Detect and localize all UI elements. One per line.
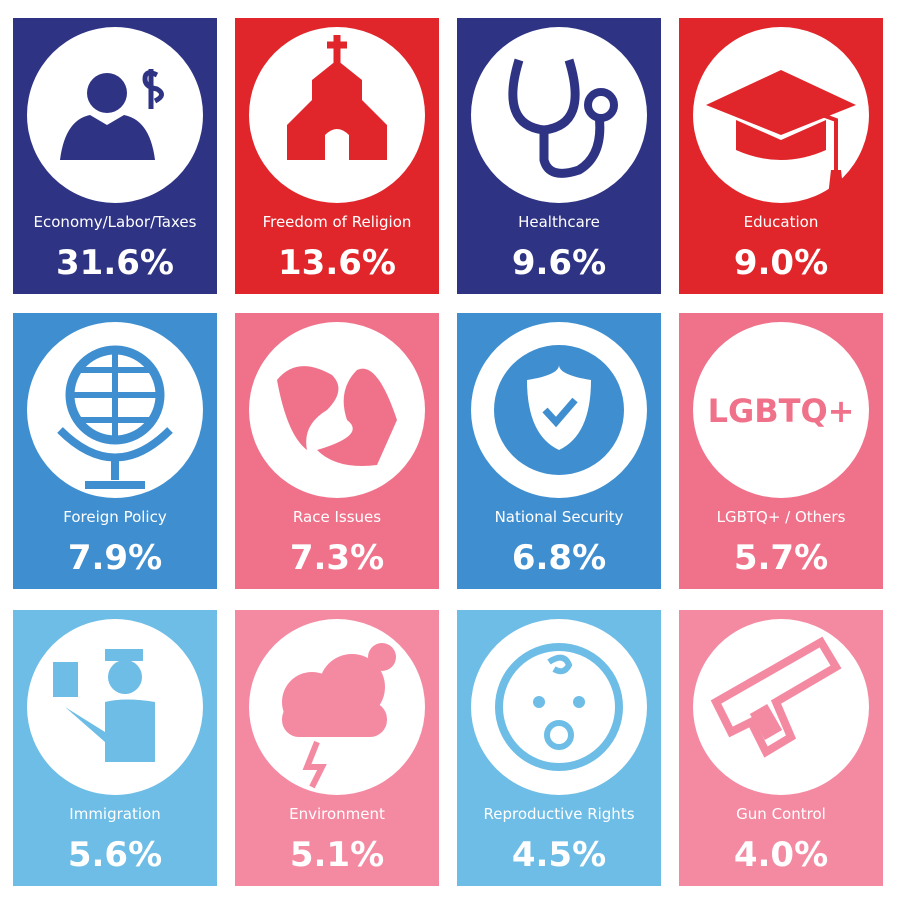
tile-value: 5.1% [290,835,384,875]
tile-label: LGBTQ+ / Others [717,508,846,526]
tile-value: 13.6% [278,243,396,283]
icon-shape [749,704,783,740]
icon-shape [544,720,574,750]
icon-circle [249,322,425,498]
icon-shape [368,643,396,671]
icon-shape [542,397,578,428]
icon-shape [736,120,826,160]
icon [57,345,173,489]
icon-shape [706,70,856,135]
icon-shape [105,649,143,661]
tile-value: 9.6% [512,243,606,283]
tile-label: National Security [495,508,624,526]
icon-shape [573,696,585,708]
icon-shape [495,643,623,771]
tile: Healthcare 9.6% [457,18,661,294]
icon-shape [282,702,387,737]
icon-shape [327,35,347,65]
icon [706,70,856,205]
icon [60,69,164,160]
icon-shape [584,88,618,122]
icon-shape [508,58,605,178]
tile-label: Education [744,213,819,231]
tile-label: Freedom of Religion [263,213,412,231]
tile: Immigration 5.6% [13,610,217,886]
tile-value: 31.6% [56,243,174,283]
icon-circle [27,27,203,203]
tile: Education 9.0% [679,18,883,294]
tile-label: Foreign Policy [63,508,167,526]
tile-value: 4.0% [734,835,828,875]
icon-shape [60,115,155,160]
tile-label: Immigration [69,805,160,823]
tile-label: Healthcare [518,213,600,231]
tile: LGBTQ+ LGBTQ+ / Others 5.7% [679,313,883,589]
tile-value: 5.6% [68,835,162,875]
tile: National Security 6.8% [457,313,661,589]
icon-shape [547,654,573,675]
icon [508,58,618,178]
icon [277,366,397,466]
tile-label: Gun Control [736,805,826,823]
icon-text: LGBTQ+ [708,392,855,430]
tile: Freedom of Religion 13.6% [235,18,439,294]
icon-shape [277,366,339,450]
icon-shape [527,365,591,450]
icon [282,643,396,789]
icon-shape [317,368,397,466]
icon-shape [108,660,142,694]
icon-shape [827,170,845,205]
tile-label: Environment [289,805,385,823]
tile: Environment 5.1% [235,610,439,886]
icon-shape [57,427,173,489]
tile: Gun Control 4.0% [679,610,883,886]
icon [287,35,387,160]
tile: Economy/Labor/Taxes 31.6% [13,18,217,294]
tile-label: Reproductive Rights [483,805,634,823]
icon-shape [287,60,387,160]
tile-value: 4.5% [512,835,606,875]
tile: Race Issues 7.3% [235,313,439,589]
icon [494,345,624,475]
icon-shape [87,73,127,113]
icon [53,649,155,762]
icon-shape [533,696,545,708]
tile-value: 7.9% [68,538,162,578]
icon-shape [65,699,155,762]
icon-shape [70,350,160,440]
tile-label: Race Issues [293,508,381,526]
icon-shape [302,740,327,789]
icon-circle [693,322,869,498]
icon-shape [142,69,164,109]
tile-label: Economy/Labor/Taxes [34,213,197,231]
icon-shape [710,636,842,758]
tile-value: 5.7% [734,538,828,578]
icon [495,643,623,771]
icon-shape [780,98,838,175]
icon [710,636,842,758]
tile: Reproductive Rights 4.5% [457,610,661,886]
icon-shape [53,662,78,697]
tile-value: 6.8% [512,538,606,578]
tile: Foreign Policy 7.9% [13,313,217,589]
tile-value: 7.3% [290,538,384,578]
icon: LGBTQ+ [708,392,855,430]
tile-value: 9.0% [734,243,828,283]
